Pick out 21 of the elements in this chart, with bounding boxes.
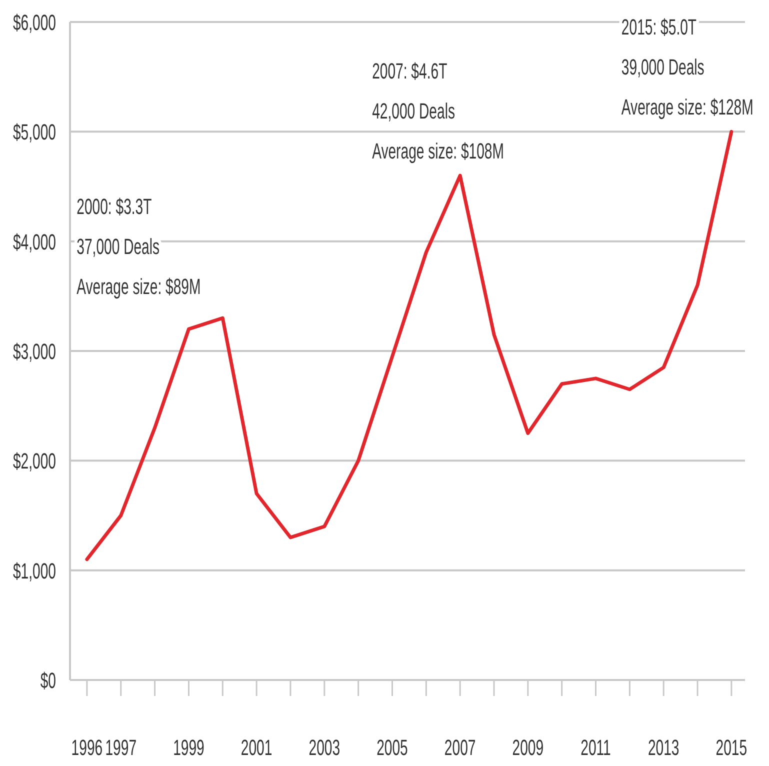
annotation: 2007: $4.6T 42,000 Deals Average size: $108M — [372, 58, 504, 164]
annotation: 2015: $5.0T 39,000 Deals Average size: $128M — [621, 14, 754, 120]
x-tick-label: 1999 — [173, 734, 204, 760]
x-tick-label: 2013 — [648, 734, 680, 760]
y-tick-label: $1,000 — [12, 558, 56, 584]
x-tick-label: 1997 — [105, 734, 137, 760]
y-tick-label: $5,000 — [12, 119, 56, 144]
x-tick-label: 2001 — [240, 734, 272, 760]
y-tick-label: $3,000 — [12, 338, 56, 364]
y-tick-label: $6,000 — [12, 10, 56, 35]
x-tick-label: 2009 — [512, 734, 544, 760]
x-tick-label: 2011 — [580, 734, 611, 760]
y-tick-label: $0 — [40, 668, 56, 693]
x-tick-label: 2015 — [716, 734, 748, 760]
x-tick-label: 1996 — [71, 734, 103, 760]
y-tick-label: $2,000 — [12, 448, 56, 474]
y-tick-label: $4,000 — [12, 229, 56, 254]
x-tick-label: 2005 — [376, 734, 408, 760]
x-tick-label: 2003 — [308, 734, 340, 760]
annotation: 2000: $3.3T 37,000 Deals Average size: $89M — [76, 194, 201, 299]
x-tick-label: 2007 — [444, 734, 476, 760]
